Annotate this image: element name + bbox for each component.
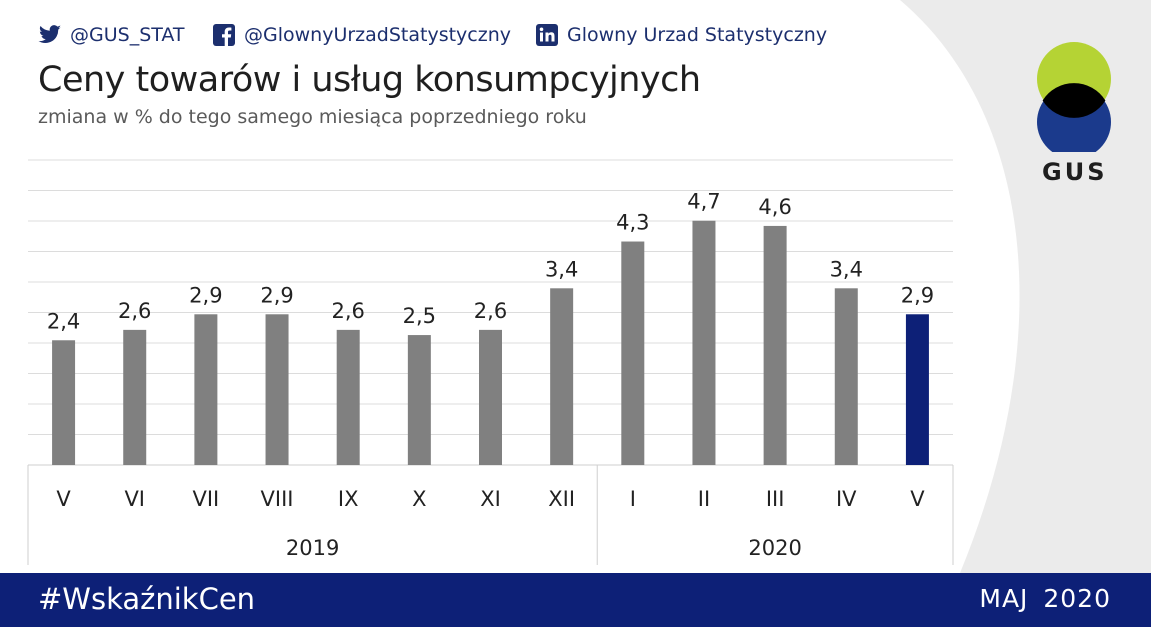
chart-subtitle: zmiana w % do tego samego miesiąca poprz… (38, 106, 587, 128)
data-label: 3,4 (545, 257, 578, 281)
tick-label: IX (338, 487, 359, 511)
group-label: 2019 (286, 536, 339, 560)
bar (834, 288, 858, 465)
chart-title: Ceny towarów i usług konsumpcyjnych (38, 60, 701, 100)
social-linkedin[interactable]: Glowny Urzad Statystyczny (535, 20, 827, 50)
tick-label: IV (836, 487, 857, 511)
group-label: 2020 (748, 536, 801, 560)
social-twitter[interactable]: @GUS_STAT (38, 20, 185, 50)
bar (52, 340, 76, 465)
facebook-icon (212, 23, 236, 47)
social-facebook[interactable]: @GlownyUrzadStatystyczny (212, 20, 511, 50)
footer-bar: #WskaźnikCen MAJ 2020 (0, 573, 1151, 627)
bar (194, 314, 218, 465)
bar (621, 241, 645, 465)
data-label: 2,6 (118, 299, 151, 323)
bar (265, 314, 289, 465)
gus-logo-text: GUS (1042, 158, 1108, 186)
data-label: 4,6 (758, 195, 791, 219)
bar (763, 225, 787, 465)
bar (692, 220, 716, 465)
data-label: 2,9 (189, 283, 222, 307)
linkedin-name: Glowny Urzad Statystyczny (567, 24, 828, 46)
tick-label: V (56, 487, 71, 511)
tick-label: VIII (261, 487, 294, 511)
data-label: 2,4 (47, 309, 80, 333)
data-label: 4,3 (616, 211, 649, 235)
tick-label: I (630, 487, 636, 511)
footer-hashtag[interactable]: #WskaźnikCen (38, 582, 256, 616)
tick-label: XI (480, 487, 501, 511)
tick-label: III (766, 487, 785, 511)
tick-label: V (910, 487, 925, 511)
tick-label: X (412, 487, 426, 511)
data-label: 2,9 (260, 283, 293, 307)
bar (123, 329, 147, 465)
gus-logo (1034, 42, 1114, 192)
bar (336, 329, 360, 465)
tick-label: II (698, 487, 710, 511)
facebook-handle: @GlownyUrzadStatystyczny (244, 24, 511, 46)
linkedin-icon (535, 23, 559, 47)
data-label: 2,6 (474, 299, 507, 323)
bar (479, 329, 502, 465)
tick-label: XII (548, 487, 575, 511)
tick-label: VI (124, 487, 145, 511)
data-label: 2,9 (901, 283, 934, 307)
bar (550, 288, 574, 465)
bar (905, 314, 929, 465)
data-label: 2,6 (331, 299, 364, 323)
data-label: 2,5 (403, 304, 436, 328)
bar (407, 335, 431, 465)
footer-date: MAJ 2020 (979, 584, 1111, 613)
data-label: 3,4 (830, 257, 863, 281)
twitter-icon (38, 23, 62, 47)
tick-label: VII (193, 487, 220, 511)
data-label: 4,7 (687, 190, 720, 214)
twitter-handle: @GUS_STAT (70, 24, 185, 46)
